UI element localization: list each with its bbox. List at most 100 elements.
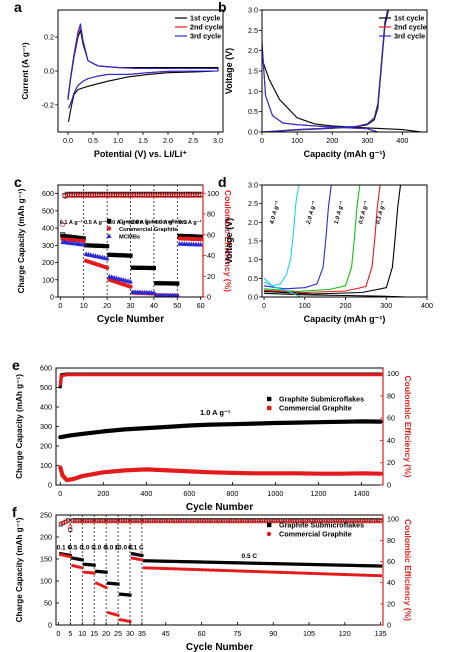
data-point: [93, 243, 98, 248]
data-point: [207, 560, 211, 564]
data-point: [121, 253, 126, 258]
data-point: [97, 519, 101, 524]
x-tick-label: 60: [197, 301, 205, 310]
data-point: [94, 569, 99, 573]
curve-label: 4.0 A g⁻¹: [268, 200, 281, 226]
data-point: [67, 234, 72, 239]
data-point: [292, 519, 297, 524]
data-point: [309, 519, 314, 524]
data-point: [347, 563, 352, 567]
data-point: [216, 560, 220, 565]
data-point: [168, 519, 173, 524]
data-point: [318, 519, 323, 524]
data-point: [254, 561, 259, 565]
data-point: [140, 558, 144, 562]
data-point: [178, 567, 182, 571]
plot-area: [263, 185, 407, 297]
data-point: [90, 571, 94, 575]
x-axis-label: Capacity (mAh g⁻¹): [304, 314, 386, 324]
data-point: [92, 519, 97, 524]
data-point: [259, 519, 264, 524]
data-point: [235, 561, 240, 565]
series-line: [262, 10, 422, 132]
curve-label: 0.1 A g⁻¹: [374, 200, 387, 225]
data-point: [305, 562, 309, 566]
data-point: [173, 567, 177, 571]
data-point: [280, 519, 285, 524]
panel-d: d 0 100 200 300 400 0.0 0.5 1.0 1.5 2.0 2.5 3.0 Capac…: [218, 174, 433, 324]
data-point: [71, 564, 75, 568]
data-point: [199, 519, 204, 524]
panel-letter: e: [12, 357, 20, 373]
data-point: [186, 234, 192, 239]
data-point: [87, 571, 92, 575]
data-point: [180, 560, 185, 564]
data-point: [374, 573, 378, 578]
data-point: [264, 570, 268, 574]
data-point: [188, 567, 192, 571]
data-point: [135, 553, 139, 557]
panel-a: a 0.0 0.5 1.0 1.5 2.0 2.5 3.0 -0.2 0.0 0.2 Potentia…: [14, 0, 224, 159]
y2-tick-label: 0: [387, 621, 391, 630]
data-point: [118, 519, 123, 524]
data-point: [142, 265, 147, 270]
data-point: [359, 573, 364, 577]
y2-tick-label: 20: [387, 458, 395, 467]
rate-label: 0.1 C: [128, 544, 144, 551]
data-point: [185, 519, 190, 524]
data-point: [361, 519, 366, 524]
y-tick-label: 50: [44, 599, 52, 608]
x-tick-label: 0: [262, 301, 266, 310]
data-point: [168, 559, 173, 563]
data-point: [340, 563, 345, 567]
data-point: [166, 519, 171, 524]
data-point: [379, 564, 383, 568]
y2-tick-label: 40: [387, 436, 395, 445]
data-point: [211, 519, 216, 524]
data-point: [230, 519, 235, 524]
data-point: [71, 192, 77, 198]
series-line: [263, 185, 332, 290]
data-point: [104, 519, 109, 524]
data-point: [135, 519, 140, 524]
data-point: [206, 519, 211, 524]
x-tick-label: 30: [127, 301, 135, 310]
x-tick-label: 15: [90, 629, 98, 638]
data-point: [151, 265, 156, 271]
data-point: [345, 519, 350, 524]
y2-tick-label: 60: [387, 557, 395, 566]
data-point: [137, 265, 142, 270]
data-point: [293, 562, 297, 566]
y-tick-label: 0.2: [44, 33, 54, 42]
data-point: [309, 571, 313, 576]
rate-label: 0.5 A g⁻¹: [84, 219, 107, 226]
data-point: [173, 559, 177, 564]
data-point: [204, 560, 208, 564]
data-point: [276, 570, 280, 574]
legend-label: Commercial Graphite: [279, 530, 352, 539]
data-point: [74, 235, 79, 240]
data-point: [197, 519, 202, 524]
data-point: [83, 192, 89, 198]
y2-axis-label: Coulombic Efficiency (%): [223, 190, 233, 292]
data-point: [350, 563, 354, 567]
data-point: [111, 519, 116, 524]
data-point: [121, 592, 125, 597]
data-point: [94, 519, 99, 524]
data-point: [60, 232, 66, 238]
data-point: [256, 519, 261, 524]
data-point: [257, 570, 261, 574]
data-point: [198, 237, 203, 242]
y-tick-label: 3.0: [248, 6, 258, 15]
rate-label: 4.0 A g⁻¹: [154, 219, 177, 226]
data-point: [70, 519, 75, 524]
data-point: [68, 524, 73, 529]
plot-area: [262, 10, 422, 132]
y-tick-label: 0.5: [248, 274, 258, 283]
rate-label: 10.0 C: [114, 544, 133, 551]
data-point: [82, 519, 87, 524]
data-point: [88, 243, 93, 248]
curve-label: 1.0 A g⁻¹: [333, 200, 346, 225]
